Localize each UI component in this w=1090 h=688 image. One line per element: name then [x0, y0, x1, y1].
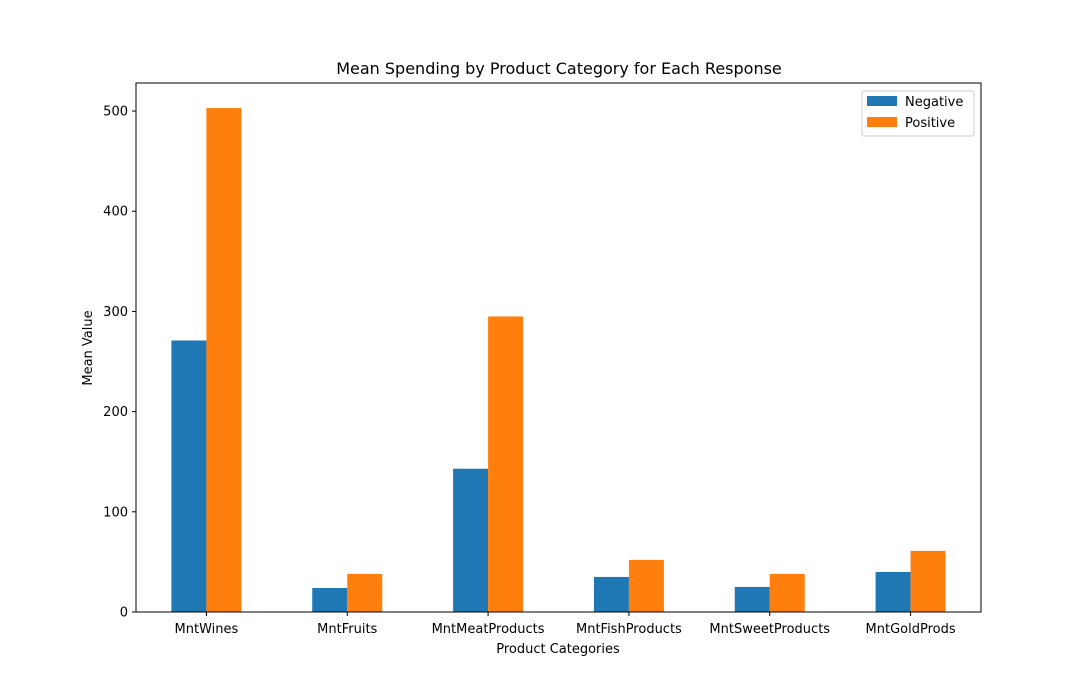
- legend-label-negative: Negative: [905, 95, 963, 110]
- bar-positive-MntFruits: [347, 573, 383, 612]
- bar-negative-MntFishProducts: [593, 576, 629, 612]
- y-tick-label: 400: [103, 205, 128, 220]
- x-axis-ticks: MntWines MntFruits MntMeatProducts MntFishP…: [175, 612, 956, 637]
- bar-positive-MntWines: [206, 108, 242, 612]
- bar-positive-MntGoldProds: [910, 550, 946, 612]
- x-tick-label: MntMeatProducts: [432, 622, 545, 637]
- bars-group: [171, 108, 946, 612]
- y-tick-label: 200: [103, 405, 128, 420]
- legend-swatch-positive: [867, 117, 897, 127]
- y-tick-label: 0: [120, 606, 128, 621]
- chart-title: Mean Spending by Product Category for Ea…: [336, 59, 782, 78]
- bar-positive-MntSweetProducts: [769, 573, 805, 612]
- bar-positive-MntFishProducts: [628, 559, 664, 612]
- x-tick-label: MntFruits: [317, 622, 377, 637]
- y-axis-label: Mean Value: [81, 310, 96, 385]
- legend: Negative Positive: [861, 90, 975, 137]
- bar-negative-MntWines: [171, 340, 207, 612]
- legend-swatch-negative: [867, 96, 897, 106]
- bar-negative-MntFruits: [312, 587, 348, 612]
- x-axis-label: Product Categories: [496, 642, 620, 657]
- bar-negative-MntGoldProds: [875, 571, 911, 612]
- x-tick-label: MntFishProducts: [576, 622, 682, 637]
- bar-positive-MntMeatProducts: [488, 316, 524, 612]
- y-axis-ticks: 0 100 200 300 400 500: [103, 105, 136, 621]
- x-tick-label: MntSweetProducts: [709, 622, 830, 637]
- y-tick-label: 100: [103, 505, 128, 520]
- x-tick-label: MntWines: [175, 622, 239, 637]
- x-tick-label: MntGoldProds: [866, 622, 956, 637]
- legend-label-positive: Positive: [905, 116, 955, 131]
- y-tick-label: 300: [103, 305, 128, 320]
- bar-negative-MntSweetProducts: [734, 586, 770, 612]
- plot-frame: [135, 82, 982, 613]
- y-tick-label: 500: [103, 105, 128, 120]
- bar-negative-MntMeatProducts: [453, 468, 489, 612]
